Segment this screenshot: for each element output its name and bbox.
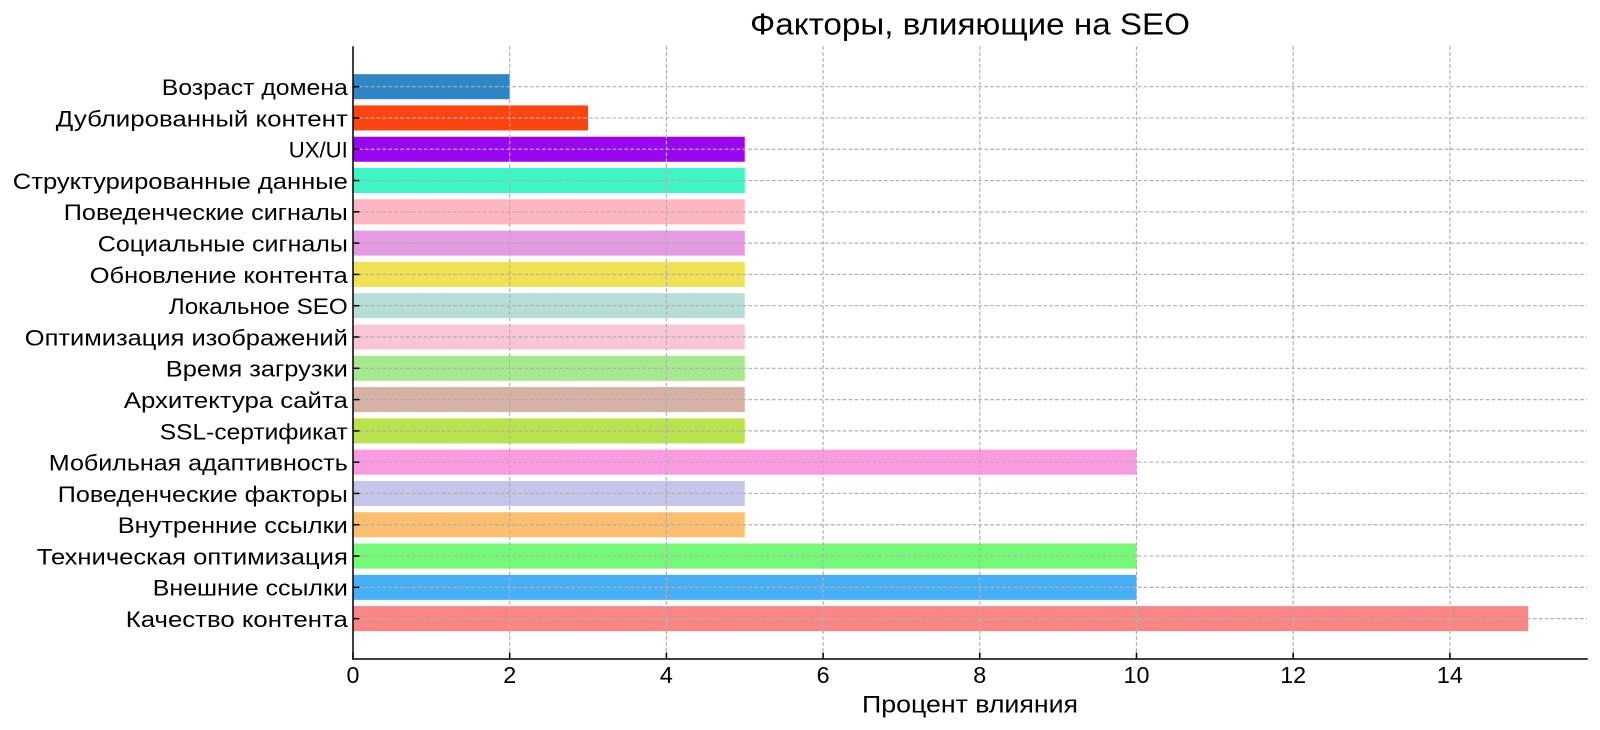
- svg-text:Мобильная адаптивность: Мобильная адаптивность: [49, 451, 348, 476]
- svg-text:14: 14: [1437, 662, 1463, 688]
- svg-text:8: 8: [973, 662, 986, 688]
- svg-text:2: 2: [503, 662, 516, 688]
- svg-text:0: 0: [347, 662, 360, 688]
- svg-text:4: 4: [660, 662, 673, 688]
- svg-text:Время загрузки: Время загрузки: [166, 357, 348, 382]
- svg-text:Обновление контента: Обновление контента: [90, 263, 349, 288]
- svg-text:Поведенческие факторы: Поведенческие факторы: [58, 482, 348, 507]
- svg-text:Факторы, влияющие на SEO: Факторы, влияющие на SEO: [750, 7, 1190, 42]
- svg-text:Поведенческие сигналы: Поведенческие сигналы: [64, 200, 348, 225]
- svg-text:Возраст домена: Возраст домена: [162, 75, 349, 100]
- svg-text:Оптимизация изображений: Оптимизация изображений: [25, 325, 348, 350]
- svg-text:10: 10: [1124, 662, 1150, 688]
- svg-text:UX/UI: UX/UI: [289, 138, 348, 163]
- svg-text:6: 6: [817, 662, 830, 688]
- svg-text:Техническая оптимизация: Техническая оптимизация: [37, 544, 348, 569]
- svg-text:Социальные сигналы: Социальные сигналы: [98, 232, 348, 257]
- svg-text:Процент влияния: Процент влияния: [862, 692, 1078, 719]
- svg-text:Дублированный контент: Дублированный контент: [56, 106, 348, 131]
- svg-text:Внутренние ссылки: Внутренние ссылки: [118, 513, 348, 538]
- svg-text:SSL-сертификат: SSL-сертификат: [160, 419, 348, 444]
- svg-text:Локальное SEO: Локальное SEO: [169, 294, 348, 319]
- svg-text:Структурированные данные: Структурированные данные: [13, 169, 348, 194]
- svg-text:12: 12: [1280, 662, 1306, 688]
- svg-text:Архитектура сайта: Архитектура сайта: [124, 388, 349, 413]
- svg-text:Качество контента: Качество контента: [126, 607, 349, 632]
- svg-text:Внешние ссылки: Внешние ссылки: [153, 576, 348, 601]
